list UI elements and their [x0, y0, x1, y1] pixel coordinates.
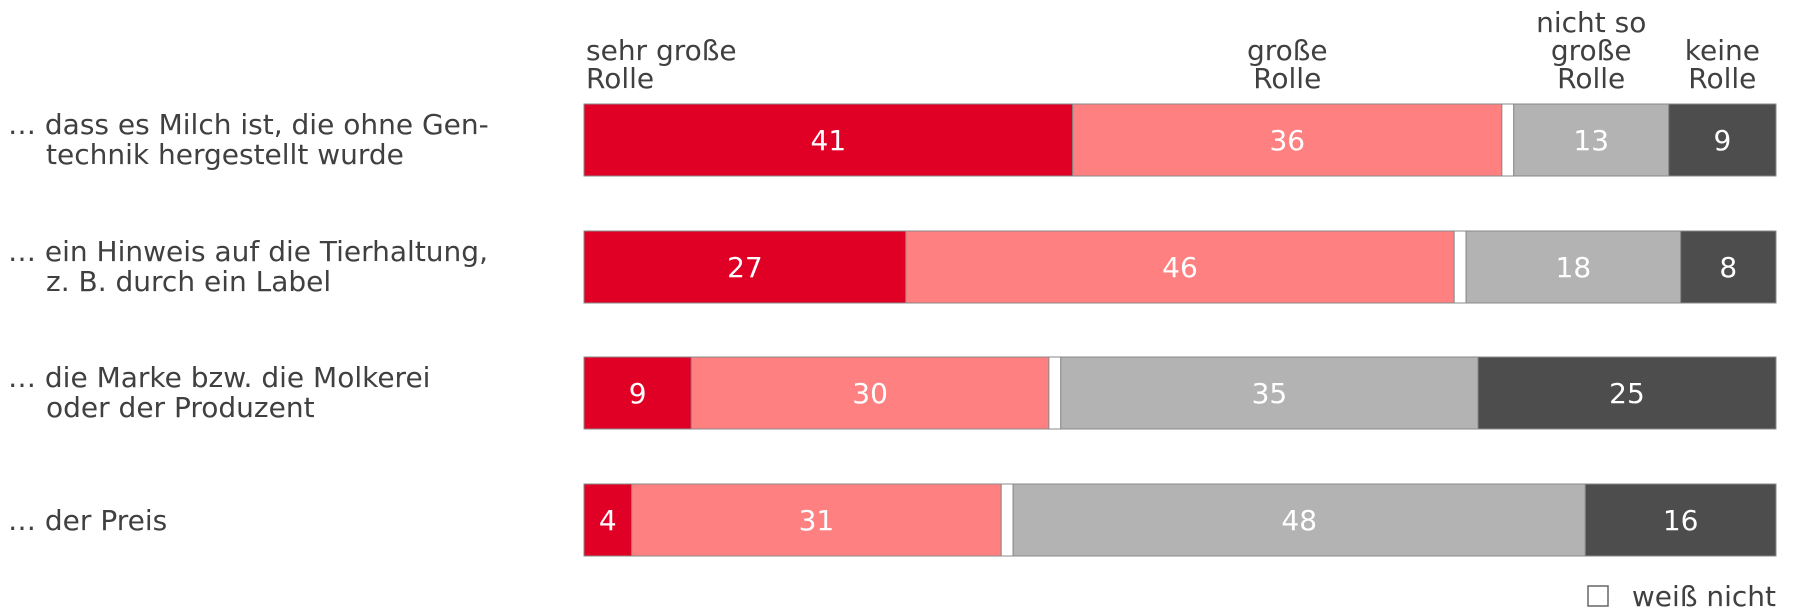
bar-segment — [1680, 230, 1777, 304]
value-label: 8 — [1719, 251, 1737, 284]
bar-segment — [583, 483, 633, 557]
bar-segment — [905, 230, 1455, 304]
series-header: nicht so große Rolle — [1536, 6, 1646, 95]
bar-segment — [631, 483, 1002, 557]
category-label: … ein Hinweis auf die Tierhaltung, z. B. … — [8, 235, 488, 298]
bar-segment — [1012, 483, 1586, 557]
legend-label: weiß nicht — [1632, 580, 1776, 612]
value-label: 35 — [1252, 377, 1288, 410]
value-label: 36 — [1269, 124, 1305, 157]
category-label: … die Marke bzw. die Molkerei oder der Pr… — [8, 361, 430, 424]
value-label: 4 — [599, 504, 617, 537]
value-label: 9 — [1713, 124, 1731, 157]
bar-segment — [1501, 103, 1515, 177]
value-label: 25 — [1609, 377, 1645, 410]
bar-segment — [583, 356, 692, 430]
value-label: 18 — [1556, 251, 1592, 284]
bar-segment — [690, 356, 1050, 430]
value-label: 13 — [1573, 124, 1609, 157]
value-label: 46 — [1162, 251, 1198, 284]
bar-segment — [1513, 103, 1670, 177]
value-label: 41 — [811, 124, 847, 157]
bar-segment — [1477, 356, 1777, 430]
bar-segment — [1453, 230, 1467, 304]
value-label: 30 — [852, 377, 888, 410]
category-label: … dass es Milch ist, die ohne Gen-techni… — [8, 108, 489, 171]
value-label: 31 — [799, 504, 835, 537]
value-label: 16 — [1663, 504, 1699, 537]
series-header: keine Rolle — [1685, 34, 1760, 95]
value-label: 48 — [1281, 504, 1317, 537]
bar-segment — [583, 103, 1074, 177]
bar-segment — [1000, 483, 1014, 557]
bar-segment — [1584, 483, 1777, 557]
legend-swatch — [1587, 585, 1609, 607]
bar-segment — [1072, 103, 1503, 177]
value-label: 9 — [629, 377, 647, 410]
series-header: sehr große Rolle — [586, 34, 737, 95]
value-label: 27 — [727, 251, 763, 284]
bar-segment — [1668, 103, 1777, 177]
series-header: große Rolle — [1247, 34, 1328, 95]
category-label: … der Preis — [8, 504, 167, 537]
bar-segment — [1048, 356, 1062, 430]
bar-segment — [583, 230, 907, 304]
bar-segment — [1465, 230, 1682, 304]
